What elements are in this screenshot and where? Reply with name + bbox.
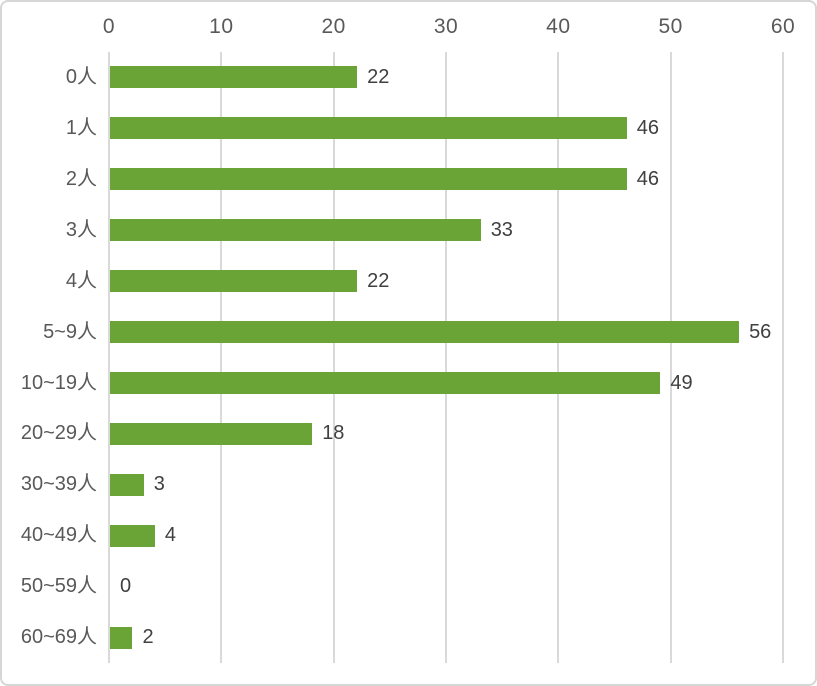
category-label: 20~29人 (20, 422, 97, 445)
category-label: 30~39人 (20, 473, 97, 496)
bar-value-label: 0 (120, 575, 132, 598)
category-label: 0人 (65, 66, 97, 88)
bar-value-label: 46 (636, 116, 659, 139)
category-label: 10~19人 (20, 371, 97, 394)
bar (110, 422, 313, 445)
bar (110, 524, 155, 547)
gridline (782, 52, 784, 663)
bar-value-label: 22 (367, 269, 390, 292)
bar (110, 473, 144, 496)
bar-value-label: 2 (142, 626, 154, 649)
category-label: 1人 (65, 116, 97, 139)
bar-value-label: 4 (164, 524, 177, 547)
bar-value-label: 49 (670, 371, 693, 394)
category-label: 50~59人 (20, 575, 97, 598)
category-label: 2人 (65, 167, 97, 190)
category-label: 4人 (65, 269, 97, 292)
bar (110, 219, 481, 242)
bar (110, 168, 627, 191)
gridline (669, 52, 672, 663)
bar (110, 117, 627, 140)
category-label: 5~9人 (43, 320, 97, 343)
gridline (445, 52, 447, 663)
bar (110, 371, 661, 394)
bar-value-label: 46 (636, 167, 659, 190)
bar (110, 626, 133, 649)
x-axis-tick-label: 20 (321, 15, 346, 38)
bar-value-label: 3 (153, 473, 165, 496)
x-axis-tick-label: 30 (433, 15, 459, 38)
x-axis-tick-label: 60 (770, 15, 796, 38)
gridline (108, 52, 110, 663)
bar (110, 270, 358, 293)
bar (110, 66, 358, 89)
bar (110, 321, 740, 344)
x-axis-tick-label: 10 (209, 15, 234, 38)
category-label: 60~69人 (20, 626, 97, 649)
gridline (220, 52, 223, 663)
bar-value-label: 18 (322, 422, 345, 445)
x-axis-tick-label: 40 (546, 15, 571, 38)
gridline (332, 52, 335, 663)
category-label: 40~49人 (20, 524, 97, 547)
category-label: 3人 (65, 218, 97, 241)
x-axis-tick-label: 0 (102, 15, 116, 38)
bar-value-label: 33 (490, 218, 513, 241)
bar-value-label: 22 (367, 66, 390, 88)
x-axis-tick-label: 50 (658, 15, 683, 38)
gridline (557, 52, 560, 663)
bar-value-label: 56 (749, 320, 772, 343)
